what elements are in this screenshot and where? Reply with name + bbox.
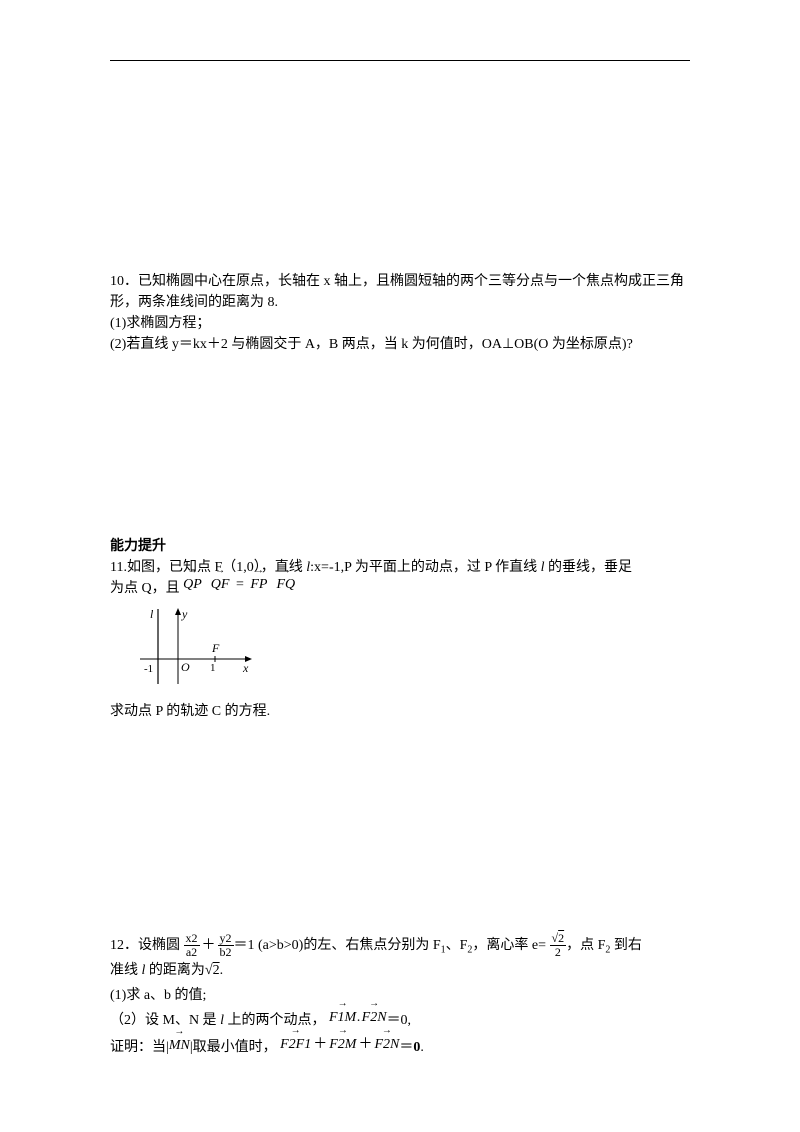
svg-text:1: 1 [210,662,216,674]
p11-line3: 求动点 P 的轨迹 C 的方程. [110,701,690,722]
p12-proof: 证明：当|→MN|取最小值时， →F2F1＋→F2M＋→F2N ＝0. [110,1037,690,1058]
fraction-x2a2: x2 a2 [184,932,200,959]
p11-text: :x=-1,P 为平面上的动点，过 P 作直线 [310,560,540,575]
problem-12: 12．设椭圆 x2 a2 ＋ y2 b2 ＝1 (a>b>0)的左、右焦点分别为… [110,932,690,1058]
p12-text: ＝1 (a>b>0)的左、右焦点分别为 F [234,938,441,953]
section-title: 能力提升 [110,535,690,555]
svg-text:y: y [181,607,188,621]
vector-equation: →QP →QF = →FP →FQ [183,574,295,595]
sqrt2: √2 [205,963,220,978]
p10-line1: 10．已知椭圆中心在原点，长轴在 x 轴上，且椭圆短轴的两个三等分点与一个焦点构… [110,271,690,313]
p12-part1: (1)求 a、b 的值; [110,985,690,1006]
p11-text: 为点 Q，且 [110,581,180,596]
problem-10: 10．已知椭圆中心在原点，长轴在 x 轴上，且椭圆短轴的两个三等分点与一个焦点构… [110,271,690,355]
horizontal-rule [110,60,690,61]
p11-text: 的垂线，垂足 [545,560,633,575]
svg-text:F: F [211,641,220,655]
fraction-y2b2: y2 b2 [218,932,234,959]
problem-11: 11.如图，已知点 F（1,0），直线 l:x=-1,P 为平面上的动点，过 P… [110,557,690,722]
p10-line3: (2)若直线 y＝kx＋2 与椭圆交于 A，B 两点，当 k 为何值时，OA⊥O… [110,334,690,355]
p12-lead: 12．设椭圆 [110,938,180,953]
coordinate-diagram: l y F x -1 O 1 [130,604,690,696]
svg-text:l: l [150,607,154,621]
svg-text:x: x [242,661,249,675]
svg-text:O: O [181,660,190,674]
p12-part2: （2）设 M、N 是 l 上的两个动点， →F1M.→F2N ＝0, [110,1010,690,1031]
p10-line2: (1)求椭圆方程； [110,313,690,334]
fraction-e: √2 2 [550,932,567,959]
svg-text:-1: -1 [144,663,153,675]
